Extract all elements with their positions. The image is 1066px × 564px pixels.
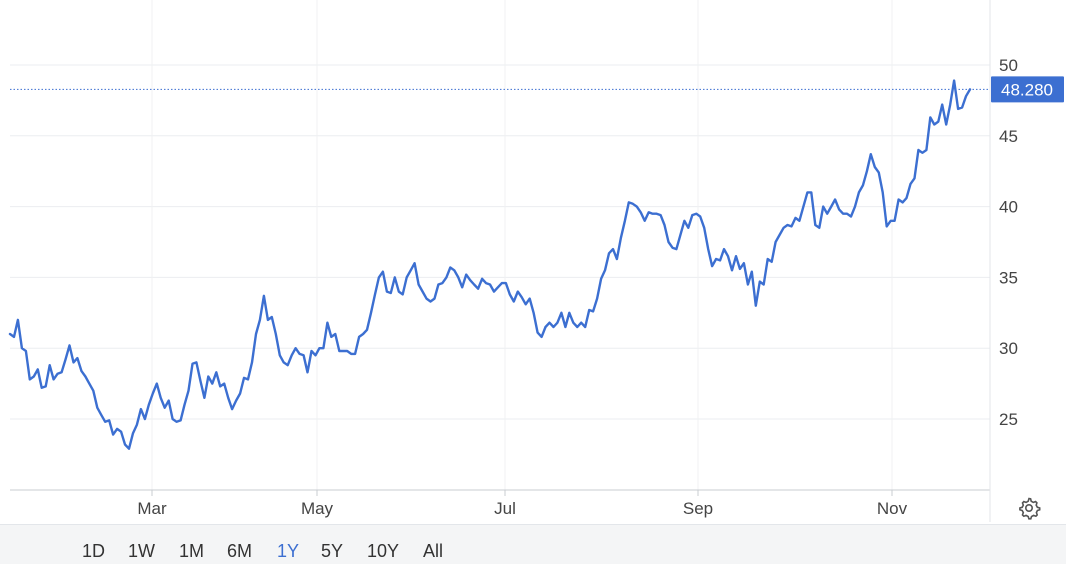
x-axis: Mar May Jul Sep Nov bbox=[10, 489, 990, 518]
range-toolbar: 1D 1W 1M 6M 1Y 5Y 10Y All bbox=[0, 524, 1066, 564]
last-price-marker: 48.280 bbox=[10, 76, 1064, 103]
plot-area bbox=[8, 79, 972, 450]
gear-icon[interactable] bbox=[1017, 496, 1041, 520]
y-tick-label: 50 bbox=[999, 56, 1018, 75]
range-button-10y[interactable]: 10Y bbox=[367, 541, 400, 561]
last-price-badge bbox=[991, 76, 1064, 103]
last-price-label: 48.280 bbox=[1001, 80, 1053, 99]
x-tick-label: Nov bbox=[877, 499, 908, 518]
y-tick-label: 45 bbox=[999, 127, 1018, 146]
range-button-6m[interactable]: 6M bbox=[227, 541, 253, 561]
y-tick-label: 35 bbox=[999, 268, 1018, 287]
range-button-5y[interactable]: 5Y bbox=[321, 541, 344, 561]
x-tick-label: Jul bbox=[494, 499, 516, 518]
range-button-1y[interactable]: 1Y bbox=[277, 541, 300, 561]
range-button-1w[interactable]: 1W bbox=[128, 541, 155, 561]
chart-grid bbox=[10, 0, 990, 490]
range-button-1d[interactable]: 1D bbox=[82, 541, 106, 561]
x-tick-label: Mar bbox=[137, 499, 167, 518]
x-tick-label: Sep bbox=[683, 499, 713, 518]
y-tick-label: 30 bbox=[999, 339, 1018, 358]
y-tick-label: 25 bbox=[999, 410, 1018, 429]
range-button-all[interactable]: All bbox=[423, 541, 444, 561]
range-button-1m[interactable]: 1M bbox=[179, 541, 205, 561]
x-tick-label: May bbox=[301, 499, 334, 518]
y-tick-label: 40 bbox=[999, 198, 1018, 217]
price-line bbox=[8, 79, 972, 450]
y-axis: 25 30 35 40 45 50 bbox=[989, 0, 1018, 522]
